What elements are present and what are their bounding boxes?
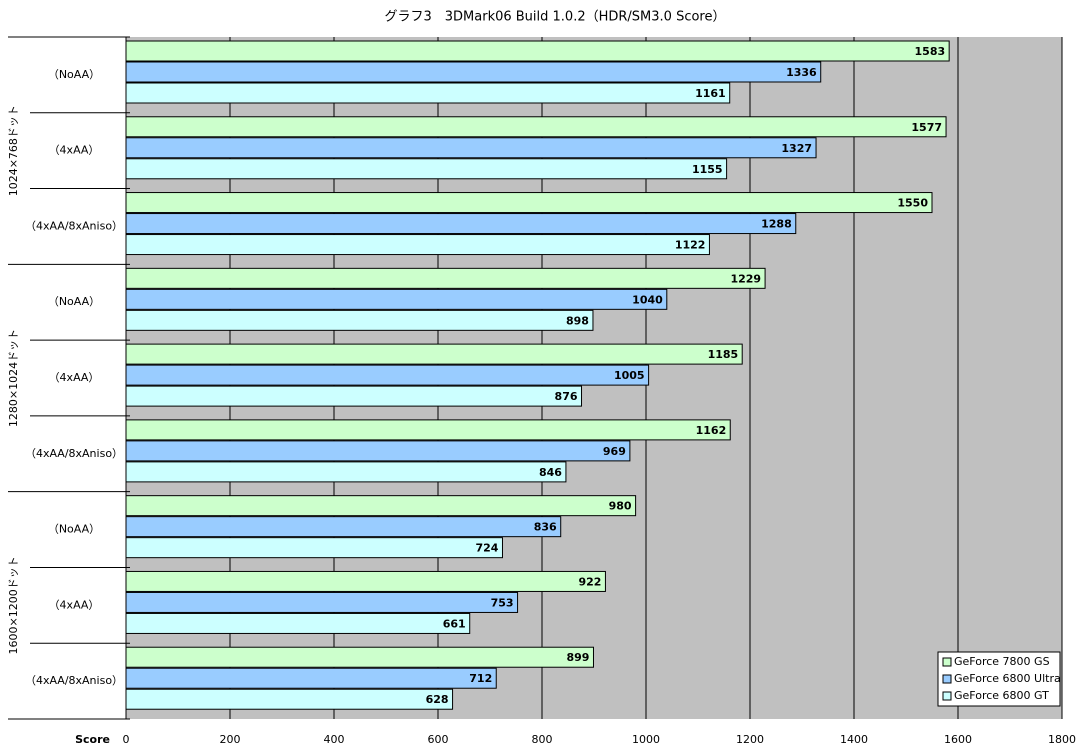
value-label: 846 [539, 466, 562, 479]
bar [125, 364, 650, 386]
value-label: 1550 [897, 197, 928, 210]
value-label: 836 [534, 521, 557, 534]
bar [125, 516, 562, 538]
x-tick-label: 1200 [736, 733, 764, 746]
y-tick-label: （4xAA） [49, 144, 100, 157]
bar [125, 591, 519, 613]
bar [125, 385, 583, 407]
bar [125, 688, 454, 710]
value-label: 1583 [915, 45, 946, 58]
bar [125, 612, 471, 634]
value-label: 1577 [911, 121, 942, 134]
value-label: 980 [609, 500, 632, 513]
legend-swatch [942, 674, 952, 684]
bar [125, 419, 731, 441]
bar [125, 116, 947, 138]
x-axis-label: Score [75, 733, 110, 746]
value-label: 1288 [761, 218, 792, 231]
x-tick-label: 1400 [840, 733, 868, 746]
value-label: 1327 [781, 142, 812, 155]
value-label: 1162 [696, 424, 727, 437]
value-label: 1336 [786, 66, 817, 79]
value-label: 969 [603, 445, 626, 458]
bar [125, 158, 728, 180]
chart-title: グラフ3 3DMark06 Build 1.0.2（HDR/SM3.0 Scor… [384, 10, 725, 25]
bar [125, 192, 933, 214]
bar [125, 667, 497, 689]
value-label: 753 [491, 596, 514, 609]
value-label: 628 [426, 693, 449, 706]
x-tick-label: 200 [220, 733, 241, 746]
value-label: 1185 [708, 348, 739, 361]
value-label: 712 [469, 672, 492, 685]
legend-swatch [942, 657, 952, 667]
bar [125, 461, 567, 483]
value-label: 922 [578, 575, 601, 588]
y-tick-label: （4xAA） [49, 598, 100, 611]
value-label: 1161 [695, 87, 726, 100]
value-label: 1155 [692, 163, 723, 176]
value-label: 876 [555, 390, 578, 403]
group-label: 1280×1024ドット [7, 329, 20, 427]
bar [125, 267, 766, 289]
x-tick-label: 600 [428, 733, 449, 746]
bar [125, 40, 950, 62]
bar [125, 213, 797, 235]
value-label: 1122 [675, 239, 706, 252]
group-label: 1600×1200ドット [7, 556, 20, 654]
y-tick-label: （4xAA/8xAniso） [25, 447, 123, 460]
legend-label: GeForce 6800 Ultra [954, 672, 1061, 685]
value-label: 1040 [632, 293, 663, 306]
x-tick-label: 800 [532, 733, 553, 746]
bar [125, 537, 503, 559]
legend-label: GeForce 6800 GT [954, 689, 1049, 702]
bar [125, 646, 594, 668]
legend-swatch [942, 691, 952, 701]
bar [125, 61, 822, 83]
bar [125, 234, 710, 256]
y-tick-label: （4xAA/8xAniso） [25, 219, 123, 232]
legend-label: GeForce 7800 GS [954, 655, 1050, 668]
x-tick-label: 0 [123, 733, 130, 746]
bar [125, 495, 637, 517]
bar [125, 343, 743, 365]
value-label: 661 [443, 617, 466, 630]
y-tick-label: （NoAA） [48, 523, 100, 536]
y-tick-label: （NoAA） [48, 295, 100, 308]
legend-box [937, 651, 1061, 707]
x-tick-label: 1000 [632, 733, 660, 746]
bar [125, 570, 606, 592]
value-label: 898 [566, 314, 589, 327]
group-label: 1024×768ドット [7, 105, 20, 196]
x-tick-label: 1800 [1048, 733, 1076, 746]
bar [125, 309, 594, 331]
bar [125, 440, 631, 462]
bar [125, 137, 817, 159]
bar [125, 288, 668, 310]
bar [125, 82, 731, 104]
y-tick-label: （4xAA） [49, 371, 100, 384]
value-label: 1229 [730, 272, 761, 285]
value-label: 1005 [614, 369, 645, 382]
x-tick-label: 400 [324, 733, 345, 746]
y-tick-label: （4xAA/8xAniso） [25, 674, 123, 687]
x-tick-label: 1600 [944, 733, 972, 746]
value-label: 899 [567, 651, 590, 664]
value-label: 724 [476, 542, 499, 555]
y-tick-label: （NoAA） [48, 68, 100, 81]
